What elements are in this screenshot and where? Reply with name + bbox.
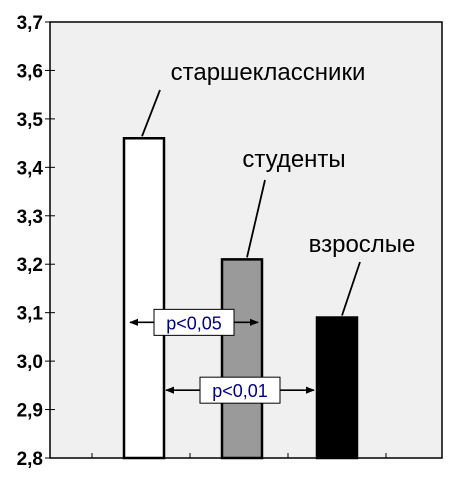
y-tick-label: 3,7 (17, 13, 43, 34)
bar-2 (220, 258, 264, 460)
category-label-3: взрослые (309, 231, 416, 258)
y-tick-label: 3,0 (17, 352, 43, 373)
y-tick-label: 3,6 (17, 61, 43, 82)
y-tick-label: 3,1 (17, 304, 44, 325)
y-tick-label: 3,5 (17, 110, 44, 131)
callout-leader-1 (141, 89, 161, 137)
significance-box-2 (199, 376, 281, 404)
significance-label-2: p<0,01 (212, 381, 268, 401)
category-label-2: студенты (242, 146, 345, 173)
y-tick-label: 3,3 (17, 207, 43, 228)
callout-leader-3 (341, 261, 361, 316)
bar-1 (122, 137, 166, 460)
y-tick-label: 2,8 (17, 449, 43, 470)
significance-label-1: p<0,05 (166, 313, 222, 333)
bars (122, 137, 359, 460)
category-callouts: старшеклассники студенты взрослые (141, 59, 416, 316)
y-tick-label: 3,4 (17, 158, 44, 179)
y-axis: 2,8 2,9 3,0 3,1 3,2 3,3 3,4 3,5 3,6 3,7 (17, 13, 55, 470)
significance-box-1 (153, 308, 235, 336)
x-axis (91, 453, 387, 458)
significance-annotations: p<0,05 p<0,01 (129, 308, 315, 404)
category-label-1: старшеклассники (171, 59, 366, 86)
y-tick-label: 2,9 (17, 401, 43, 422)
bar-3 (315, 316, 359, 460)
y-tick-label: 3,2 (17, 255, 43, 276)
callout-leader-2 (246, 179, 266, 258)
